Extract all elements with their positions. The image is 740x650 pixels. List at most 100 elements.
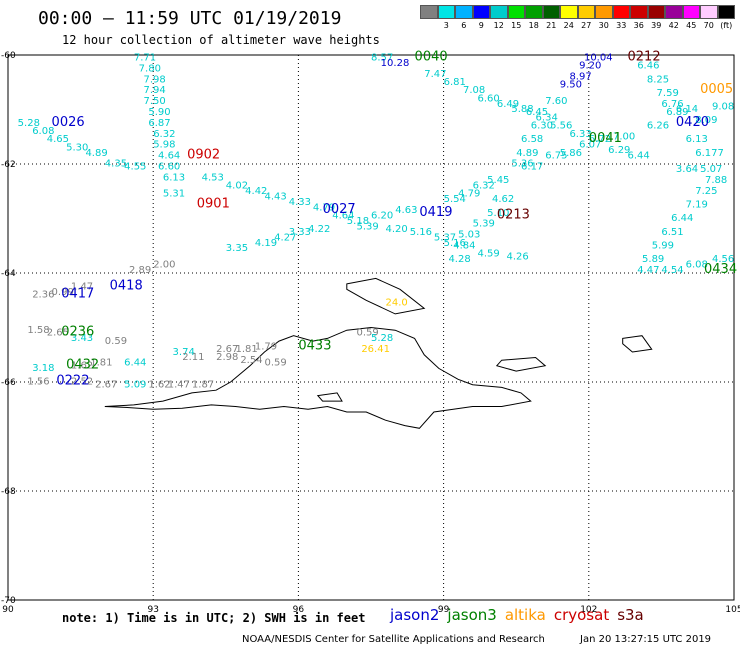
scale-swatch [665, 5, 683, 19]
scale-swatch [490, 5, 508, 19]
swh-label: 3.74 [173, 347, 195, 358]
swh-label: 9.08 [712, 102, 734, 113]
swh-label: 6.81 [444, 77, 466, 88]
pass-time-label: 0418 [110, 278, 143, 293]
swh-label: 2.54 [240, 355, 262, 366]
swh-label: 5.88 [511, 104, 533, 115]
lat-tick-label: -60 [1, 51, 16, 61]
swh-label: 5.09 [124, 379, 146, 390]
scale-swatch [437, 5, 455, 19]
lon-tick-label: 93 [147, 605, 158, 615]
swh-label: 4.62 [492, 194, 514, 205]
scale-swatch [507, 5, 525, 19]
swh-label: 5.07 [700, 164, 722, 175]
scale-label: 42 [668, 21, 679, 30]
lat-tick-label: -66 [1, 378, 16, 388]
swh-label: 6.60 [158, 161, 180, 172]
swh-label: 4.56 [712, 254, 734, 265]
scale-swatch [595, 5, 613, 19]
scale-swatch [630, 5, 648, 19]
scale-swatch [455, 5, 473, 19]
lon-tick-label: 105 [725, 605, 740, 615]
swh-label: 6.08 [32, 126, 54, 137]
swh-label: 3.64 [676, 164, 698, 175]
swh-label: 5.16 [410, 227, 432, 238]
swh-label: 0.59 [105, 336, 127, 347]
swh-label: 5.31 [163, 189, 185, 200]
swh-label: 9.20 [579, 61, 601, 72]
page-title: 00:00 – 11:59 UTC 01/19/2019 [38, 8, 342, 29]
swh-label: 5.03 [458, 230, 480, 241]
swh-label: 6.89 [666, 107, 688, 118]
swh-label: 3.43 [71, 333, 93, 344]
pass-time-label: 0434 [704, 262, 737, 277]
swh-label: 6.51 [661, 227, 683, 238]
swh-label: 5.10 [487, 208, 509, 219]
satellite-legend: jason2 jason3 altika cryosat s3a [390, 606, 652, 624]
swh-label: 6.45 [526, 107, 548, 118]
coastline [104, 326, 532, 429]
swh-label: 4.33 [289, 197, 311, 208]
swh-label: 6.72 [589, 134, 611, 145]
swh-label: 7.25 [695, 186, 717, 197]
pass-time-label: 0026 [52, 115, 85, 130]
scale-label: 24 [563, 21, 574, 30]
swh-label: 5.36 [511, 159, 533, 170]
swh-label: 26.41 [361, 344, 390, 355]
island-outline [622, 335, 653, 353]
legend-cryosat: cryosat [553, 606, 610, 624]
swh-label: 5.39 [356, 221, 378, 232]
lat-tick-label: -64 [1, 269, 16, 279]
swh-label: 5.56 [550, 121, 572, 132]
swh-label: 1.47 [71, 281, 93, 292]
swh-label: 6.32 [153, 129, 175, 140]
pass-time-label: 0213 [497, 208, 530, 223]
swh-label: 6.08 [686, 260, 708, 271]
island-outline [316, 392, 343, 402]
pass-time-label: 0902 [187, 148, 220, 163]
swh-label: 0.99 [52, 287, 74, 298]
scale-swatch [472, 5, 490, 19]
swh-label: 24.0 [386, 298, 408, 309]
scale-swatch [542, 5, 560, 19]
color-scale [420, 5, 735, 19]
swh-label: 4.02 [226, 181, 248, 192]
island-outline [495, 356, 547, 372]
swh-label: 5.39 [473, 219, 495, 230]
scale-label: 12 [493, 21, 504, 30]
lon-tick-label: 96 [293, 605, 305, 615]
lon-tick-label: 99 [438, 605, 450, 615]
swh-label: 5.98 [153, 140, 175, 151]
swh-label: 4.63 [395, 205, 417, 216]
map-frame [7, 54, 735, 601]
swh-label: 8.57 [371, 52, 393, 63]
swh-label: 2.67 [95, 379, 117, 390]
pass-time-label: 0005 [700, 82, 733, 97]
swh-label: 4.55 [124, 161, 146, 172]
lat-tick-label: -68 [1, 487, 16, 497]
swh-label: 5.86 [560, 148, 582, 159]
legend-jason2: jason2 [390, 606, 440, 624]
swh-label: 1.47 [168, 379, 190, 390]
pass-time-label: 0222 [56, 374, 89, 389]
swh-label: 7.50 [144, 96, 166, 107]
swh-label: 7.80 [139, 63, 161, 74]
swh-label: 4.26 [507, 251, 529, 262]
swh-label: 3.33 [289, 227, 311, 238]
scale-swatch [717, 5, 735, 19]
pass-time-label: 0027 [323, 202, 356, 217]
scale-label: 21 [546, 21, 557, 30]
swh-label: 7.00 [613, 131, 635, 142]
pass-time-label: 0433 [298, 338, 331, 353]
swh-label: 1.62 [71, 360, 93, 371]
scale-label: 45 [686, 21, 697, 30]
scale-label: 9 [478, 21, 484, 30]
swh-label: 1.87 [192, 379, 214, 390]
swh-label: 5.90 [148, 107, 170, 118]
scale-swatch [577, 5, 595, 19]
swh-label: 4.79 [313, 202, 335, 213]
swh-label: 4.79 [458, 189, 480, 200]
swh-label: 1.79 [255, 341, 277, 352]
pass-time-label: 0236 [61, 325, 94, 340]
pass-time-label: 0040 [415, 49, 448, 64]
